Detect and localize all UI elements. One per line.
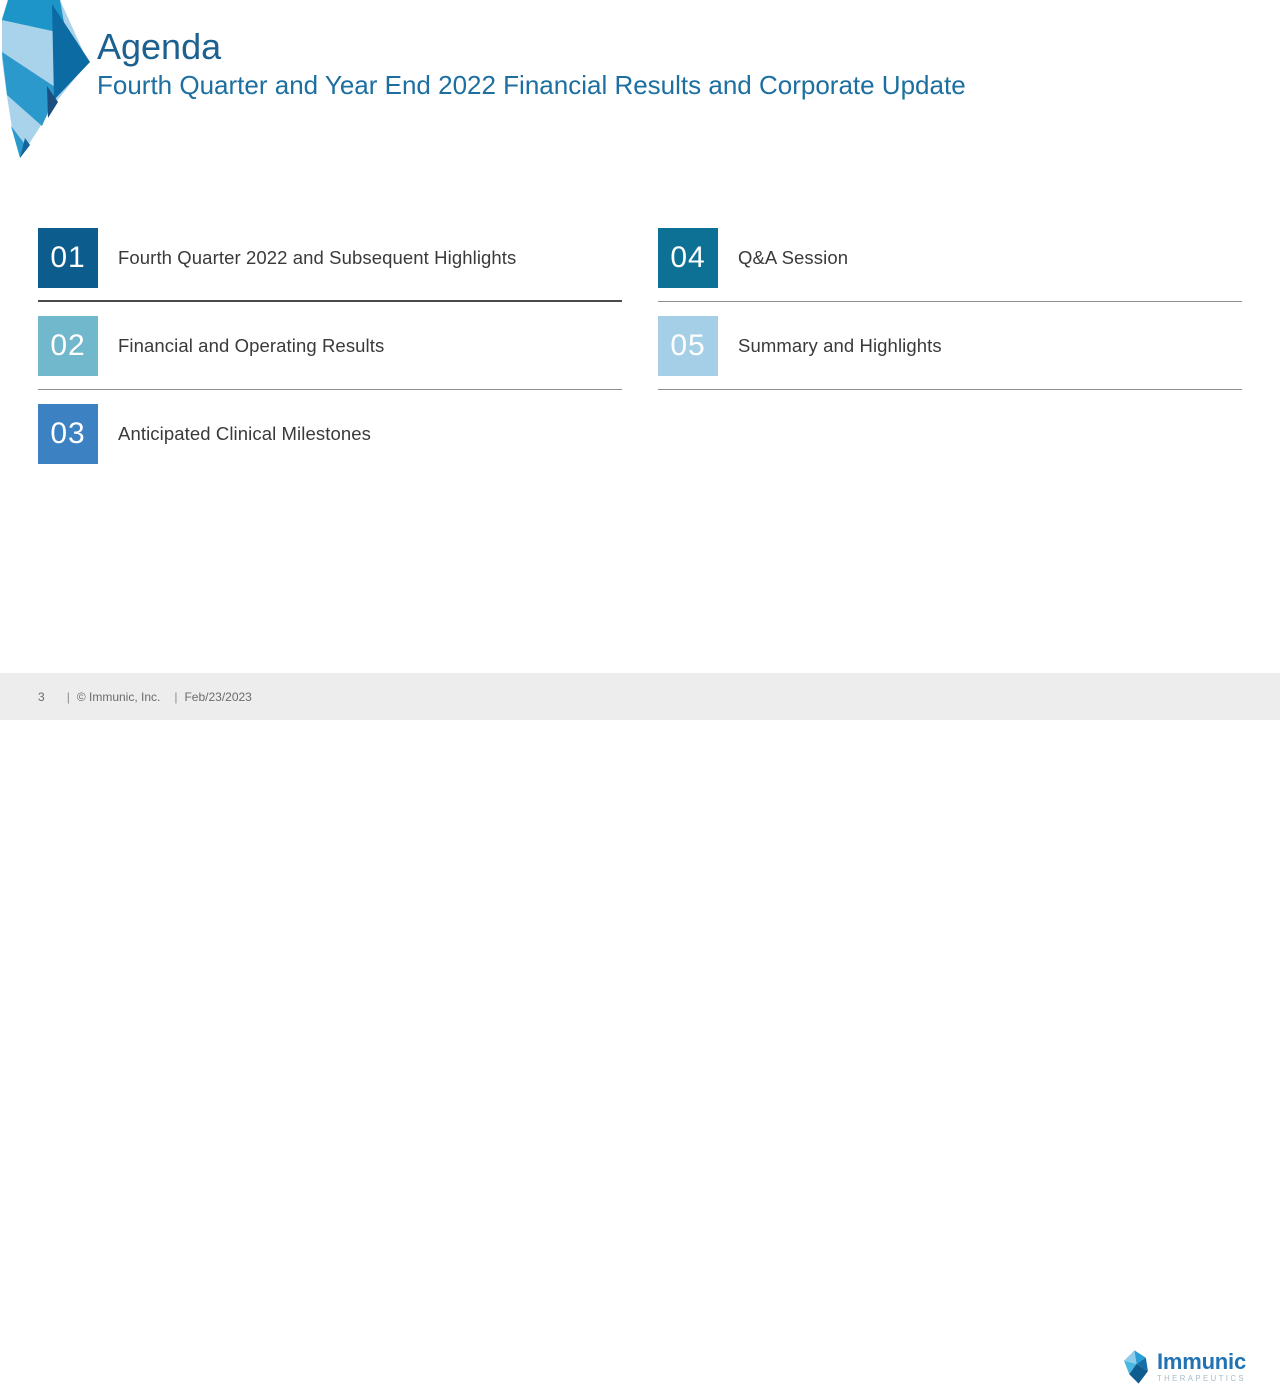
agenda-item-05: 05 Summary and Highlights	[658, 316, 1242, 376]
slide-header: Agenda Fourth Quarter and Year End 2022 …	[97, 27, 966, 100]
agenda-item-04: 04 Q&A Session	[658, 228, 1242, 288]
footer-text: 3 | © Immunic, Inc. | Feb/23/2023	[38, 673, 252, 720]
agenda-column-left: 01 Fourth Quarter 2022 and Subsequent Hi…	[38, 0, 622, 500]
divider	[38, 389, 622, 390]
agenda-item-02: 02 Financial and Operating Results	[38, 316, 622, 376]
number-badge-03: 03	[38, 404, 98, 464]
agenda-column-right: 04 Q&A Session 05 Summary and Highlights	[658, 0, 1242, 500]
agenda-item-label: Fourth Quarter 2022 and Subsequent Highl…	[118, 247, 517, 268]
number-badge-04: 04	[658, 228, 718, 288]
brand-tagline: THERAPEUTICS	[1156, 1374, 1246, 1384]
agenda-item-01: 01 Fourth Quarter 2022 and Subsequent Hi…	[38, 228, 622, 288]
page-number: 3	[38, 689, 45, 704]
agenda-item-label: Summary and Highlights	[738, 335, 942, 356]
page-subtitle: Fourth Quarter and Year End 2022 Financi…	[97, 69, 966, 100]
number-badge-01: 01	[38, 228, 98, 288]
footer-date: Feb/23/2023	[184, 689, 252, 704]
company-logo: Immunic THERAPEUTICS	[1123, 1349, 1246, 1385]
agenda-item-label: Financial and Operating Results	[118, 335, 385, 356]
number-badge-05: 05	[658, 316, 718, 376]
brand-name: Immunic	[1156, 1349, 1246, 1375]
divider	[658, 301, 1242, 302]
agenda-item-03: 03 Anticipated Clinical Milestones	[38, 404, 622, 464]
divider	[38, 300, 622, 302]
agenda-item-label: Q&A Session	[738, 247, 849, 268]
brand-wordmark: Immunic THERAPEUTICS	[1157, 1351, 1246, 1383]
footer-copyright: © Immunic, Inc.	[76, 689, 161, 704]
number-badge-02: 02	[38, 316, 98, 376]
footer-separator: |	[174, 689, 178, 704]
footer-separator: |	[66, 689, 70, 704]
gem-icon	[1123, 1350, 1148, 1384]
divider	[658, 389, 1242, 390]
corner-crystal-graphic	[2, 0, 90, 158]
page-title: Agenda	[97, 26, 222, 67]
agenda-item-label: Anticipated Clinical Milestones	[118, 423, 371, 444]
footer-bar: 3 | © Immunic, Inc. | Feb/23/2023 Immuni…	[0, 673, 1280, 1384]
